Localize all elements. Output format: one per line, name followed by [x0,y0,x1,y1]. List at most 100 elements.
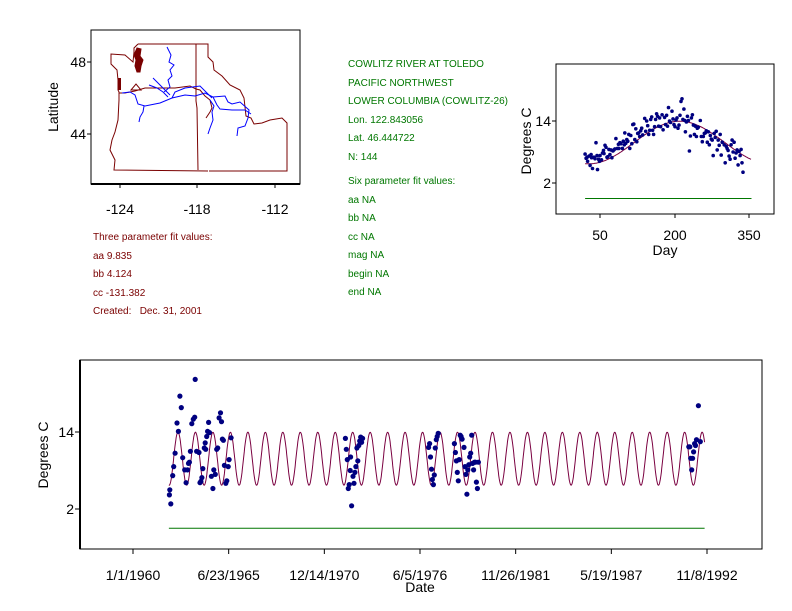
seasonal-data-point [588,163,592,168]
seasonal-data-point [671,117,675,121]
timeseries-data-point [464,491,470,497]
timeseries-data-point [166,492,172,498]
seasonal-data-point [668,120,673,125]
timeseries-data-point [473,479,479,485]
deschutes-river [207,99,215,135]
seasonal-y-ticks: 14 2 Degrees C [518,108,556,191]
seasonal-data-point [676,126,680,130]
timeseries-y-tick-label: 14 [58,424,74,440]
seasonal-data-point [649,115,654,119]
timeseries-data-point [184,467,191,473]
seasonal-data-point [706,130,711,134]
seasonal-data-point [673,124,677,129]
timeseries-data-point [465,467,471,473]
seasonal-data-point [680,97,684,101]
map-x-tick-label: -118 [184,201,211,217]
seasonal-data-point [639,126,644,130]
timeseries-data-point [226,457,232,463]
seasonal-data-point [585,159,590,164]
timeseries-data-point [456,457,462,463]
seasonal-data-point [601,148,606,153]
seasonal-data-point [688,134,693,138]
seasonal-data-point [626,139,630,143]
seasonal-data-point [619,141,623,146]
timeseries-data-point [189,421,195,427]
seasonal-data-point [664,113,669,118]
seasonal-data-point [583,152,587,156]
seasonal-data-point [728,157,732,161]
seasonal-y-tick-label: 14 [535,113,551,129]
timeseries-data-point [192,414,198,420]
seasonal-data-point [602,151,606,156]
seasonal-x-axis-label: Day [653,242,678,258]
seasonal-data-point [698,118,703,123]
seasonal-x-tick-label: 50 [592,227,608,243]
timeseries-data-point [468,450,474,456]
seasonal-data-point [595,167,600,172]
map-x-ticks: -124 -118 -112 [106,184,289,217]
seasonal-data-point [719,153,723,157]
timeseries-data-point [178,405,184,411]
seasonal-data-point [630,141,634,146]
seasonal-data-point [720,140,724,144]
seasonal-data-point [651,132,656,137]
seasonal-data-point [661,128,665,132]
seasonal-data-point [645,123,650,128]
timeseries-data-point [168,501,174,507]
timeseries-data-point [192,376,198,382]
timeseries-data-point [427,454,434,460]
timeseries-data-point [177,393,183,399]
three-param-title: Three parameter fit values: [93,232,213,243]
timeseries-data-point [200,466,206,472]
timeseries-data-point [697,439,703,445]
seasonal-data-point [739,147,743,152]
seasonal-data-point [650,128,655,133]
three-param-bb: bb 4.124 [93,269,132,280]
timeseries-data-point [170,473,176,479]
seasonal-data-point [677,123,681,127]
timeseries-data-point [203,446,209,452]
timeseries-data-point [427,441,433,447]
seasonal-data-point [604,145,608,150]
timeseries-data-point [352,469,358,475]
timeseries-data-point [342,435,348,441]
station-basin: LOWER COLUMBIA (COWLITZ-26) [348,96,509,107]
snake-river [212,95,250,137]
map-y-tick-label: 44 [70,126,86,142]
timeseries-data-point [687,444,693,450]
timeseries-data-point [172,450,178,456]
seasonal-data-point [629,133,633,138]
timeseries-x-tick-label: 12/14/1970 [289,567,359,583]
timeseries-points [166,376,703,509]
timeseries-data-point [463,471,469,477]
seasonal-data-point [595,153,599,158]
timeseries-data-point [431,472,437,478]
seasonal-data-point [690,113,695,117]
seasonal-data-point [707,143,712,147]
six-param-title: Six parameter fit values: [348,176,456,187]
timeseries-data-point [452,449,458,456]
timeseries-x-axis-label: Date [405,579,435,595]
timeseries-data-point [471,467,477,473]
timeseries-chart-frame [79,359,763,550]
upper-river-3 [148,84,169,98]
timeseries-data-point [691,449,697,455]
seasonal-data-point [635,139,639,144]
timeseries-x-tick-label: 11/8/1992 [676,567,737,583]
upper-river-2 [152,77,171,96]
seasonal-data-point [696,125,701,129]
seasonal-data-point [666,105,671,110]
timeseries-data-point [225,464,231,470]
station-region: PACIFIC NORTHWEST [348,77,454,89]
seasonal-data-point [717,143,721,148]
seasonal-data-point [614,136,618,141]
seasonal-data-point [726,148,730,153]
six-param-aa: aa NA [348,194,376,206]
timeseries-data-point [216,415,222,421]
willamette-river [138,105,145,123]
seasonal-data-point [646,132,651,137]
timeseries-data-point [174,420,180,426]
seasonal-data-point [736,163,740,167]
timeseries-data-point [475,459,481,465]
timeseries-data-point [455,478,461,484]
